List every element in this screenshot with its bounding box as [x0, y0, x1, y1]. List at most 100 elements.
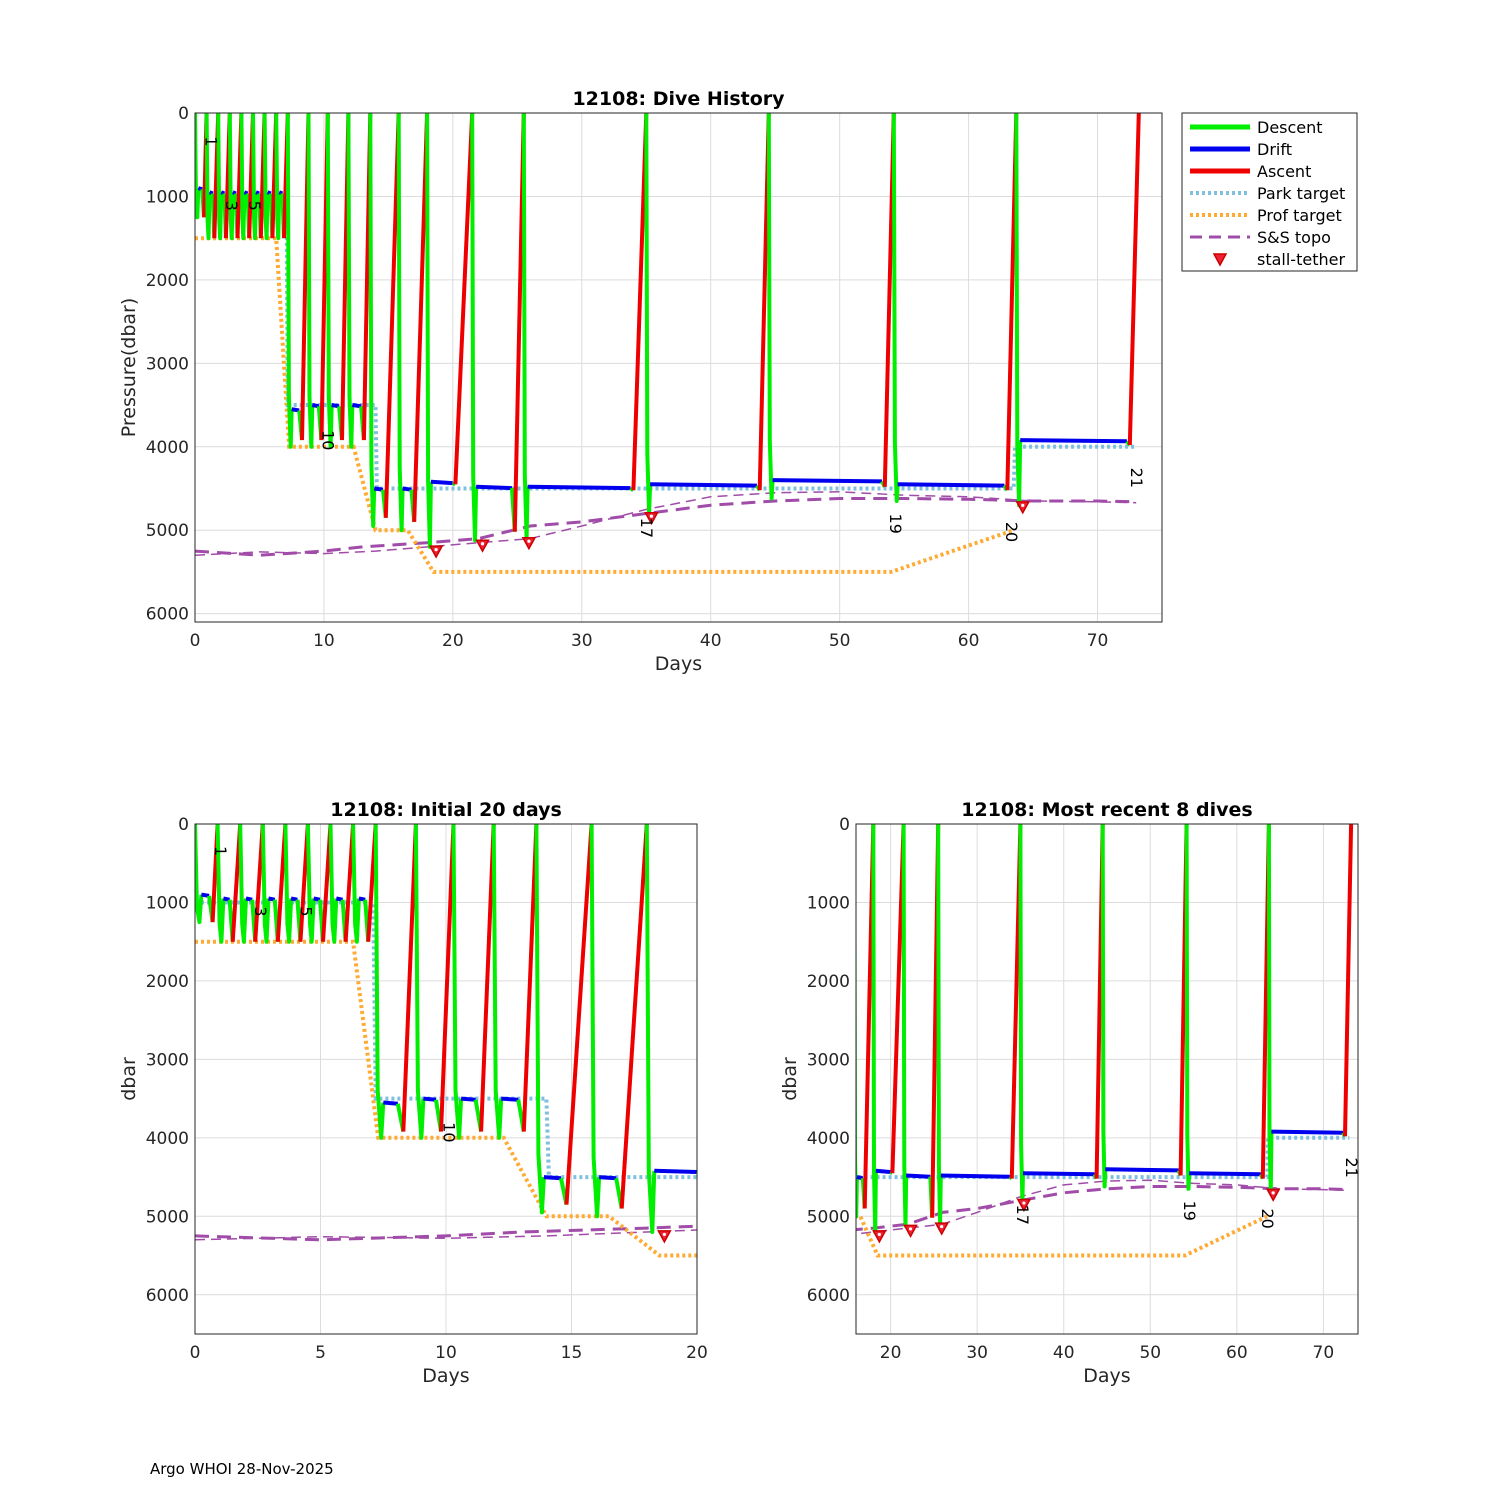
x-tick-label: 0	[190, 1343, 201, 1363]
drift-segment	[233, 192, 236, 193]
drift-segment	[336, 899, 342, 900]
drift-segment	[906, 1176, 930, 1177]
y-tick-label: 5000	[146, 1207, 189, 1227]
drift-segment	[403, 489, 412, 490]
y-tick-label: 0	[178, 104, 189, 124]
ascent-segment	[702, 824, 735, 1173]
x-tick-label: 50	[1139, 1343, 1161, 1363]
y-axis-label: Pressure(dbar)	[118, 298, 140, 438]
descent-segment	[737, 900, 738, 942]
drift-segment	[268, 192, 271, 193]
drift-segment	[201, 895, 209, 896]
chart-title: 12108: Dive History	[572, 88, 785, 110]
drift-segment	[431, 482, 453, 483]
drift-segment	[544, 1177, 561, 1178]
x-tick-label: 15	[561, 1343, 583, 1363]
drift-segment	[291, 899, 297, 900]
ascent-segment	[738, 824, 741, 942]
cycle-label: 1	[211, 846, 230, 856]
cycle-label: 5	[245, 201, 264, 211]
descent-segment	[761, 900, 762, 942]
descent-segment	[768, 900, 769, 942]
cycle-label: 5	[296, 906, 315, 916]
drift-segment	[766, 899, 768, 900]
drift-segment	[374, 489, 383, 490]
stall-tether-marker-dot	[1272, 1191, 1275, 1194]
y-tick-label: 6000	[146, 1286, 189, 1306]
legend-entry: S&S topo	[1257, 228, 1331, 247]
drift-segment	[359, 899, 365, 900]
y-tick-label: 5000	[807, 1207, 850, 1227]
drift-segment	[838, 1177, 844, 1178]
drift-segment	[1105, 1169, 1178, 1170]
descent-segment	[772, 824, 774, 942]
descent-segment	[730, 900, 731, 942]
drift-segment	[751, 899, 753, 900]
y-tick-label: 1000	[146, 893, 189, 913]
drift-segment	[223, 899, 229, 900]
y-tick-label: 6000	[807, 1286, 850, 1306]
x-axis-label: Days	[655, 653, 702, 675]
drift-segment	[292, 409, 300, 410]
x-tick-label: 5	[315, 1343, 326, 1363]
drift-segment	[809, 1099, 814, 1100]
descent-segment	[844, 1178, 846, 1204]
y-tick-label: 4000	[146, 438, 189, 458]
x-tick-label: 10	[435, 1343, 457, 1363]
x-axis-label: Days	[422, 1365, 469, 1387]
drift-segment	[773, 480, 882, 481]
y-tick-label: 2000	[146, 271, 189, 291]
drift-segment	[941, 1176, 1010, 1177]
ascent-segment	[754, 824, 757, 942]
drift-segment	[528, 487, 631, 488]
drift-segment	[383, 1103, 398, 1104]
footer-credit: Argo WHOI 28-Nov-2025	[150, 1460, 334, 1478]
stall-tether-marker	[749, 1225, 761, 1236]
stall-tether-marker-dot	[435, 548, 438, 551]
stall-tether-marker-dot	[909, 1227, 912, 1230]
x-tick-label: 60	[958, 631, 980, 651]
descent-segment	[801, 1100, 803, 1132]
drift-segment	[244, 192, 247, 193]
y-tick-label: 4000	[807, 1129, 850, 1149]
drift-segment	[650, 484, 757, 485]
drift-segment	[727, 899, 729, 900]
x-tick-label: 70	[1313, 1343, 1335, 1363]
descent-segment	[718, 824, 720, 922]
chart-title: 12108: Initial 20 days	[330, 799, 562, 821]
stall-tether-marker-dot	[940, 1225, 943, 1228]
y-tick-label: 3000	[146, 354, 189, 374]
x-axis-label: Days	[1083, 1365, 1130, 1387]
drift-segment	[742, 1176, 812, 1177]
legend-entry: stall-tether	[1257, 250, 1345, 269]
drift-segment	[1271, 1132, 1343, 1133]
drift-segment	[1023, 1173, 1095, 1174]
stall-tether-marker-dot	[663, 1233, 666, 1236]
cycle-label: 20	[1258, 1208, 1277, 1228]
descent-segment	[741, 824, 743, 942]
descent-segment	[745, 900, 746, 942]
x-tick-label: 20	[442, 631, 464, 651]
stall-tether-marker-dot	[878, 1233, 881, 1236]
drift-segment	[501, 1099, 518, 1100]
descent-segment	[753, 900, 754, 942]
stall-tether-marker-dot	[527, 540, 530, 543]
descent-segment	[788, 1104, 790, 1132]
drift-segment	[461, 1099, 476, 1100]
drift-segment	[423, 1099, 436, 1100]
drift-segment	[743, 899, 745, 900]
drift-segment	[823, 1099, 829, 1100]
cycle-label: 3	[251, 906, 270, 916]
y-tick-label: 2000	[807, 972, 850, 992]
drift-segment	[246, 899, 252, 900]
x-tick-label: 20	[880, 1343, 902, 1363]
y-axis-label: dbar	[118, 1057, 140, 1101]
ascent-segment	[762, 824, 765, 942]
drift-segment	[720, 895, 723, 896]
cycle-label: 17	[637, 518, 656, 538]
legend-entry: Prof target	[1257, 206, 1342, 225]
